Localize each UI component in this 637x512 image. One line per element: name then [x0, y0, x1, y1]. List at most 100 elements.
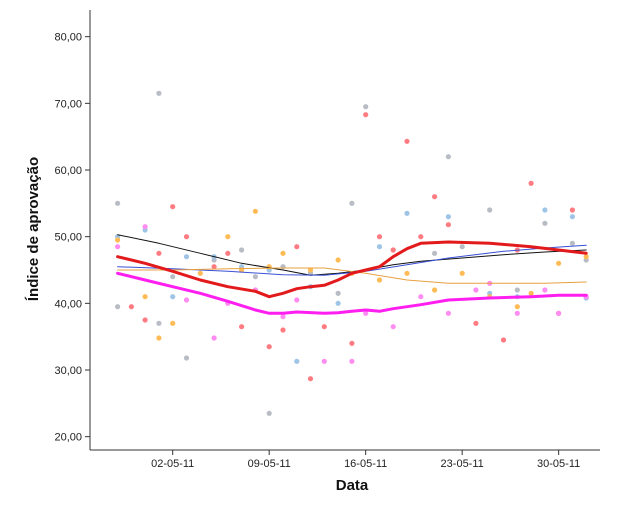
data-point — [390, 324, 396, 330]
data-point — [335, 300, 341, 306]
data-point — [404, 210, 410, 216]
data-point — [294, 297, 300, 303]
data-point — [142, 294, 148, 300]
data-point — [445, 154, 451, 160]
data-point — [170, 294, 176, 300]
data-point — [528, 180, 534, 186]
data-point — [115, 304, 121, 310]
y-tick-label: 60,00 — [54, 165, 82, 177]
x-axis-title: Data — [336, 477, 369, 494]
x-tick-label: 23-05-11 — [441, 458, 484, 470]
data-point — [170, 204, 176, 210]
x-tick-label: 16-05-11 — [344, 458, 387, 470]
data-point — [280, 250, 286, 256]
data-point — [445, 222, 451, 228]
data-point — [142, 317, 148, 323]
data-point — [569, 207, 576, 213]
y-tick-label: 50,00 — [54, 232, 82, 244]
data-point — [307, 376, 314, 382]
data-point — [294, 244, 300, 250]
data-point — [487, 207, 493, 213]
data-point — [445, 214, 451, 220]
data-point — [128, 304, 134, 310]
data-point — [170, 274, 176, 280]
y-tick-label: 30,00 — [54, 365, 82, 377]
y-tick-label: 40,00 — [54, 298, 82, 310]
data-point — [445, 310, 451, 316]
data-point — [542, 220, 548, 226]
data-point — [349, 340, 355, 346]
y-tick-label: 80,00 — [54, 32, 82, 44]
x-tick-label: 02-05-11 — [151, 458, 194, 470]
data-point — [142, 224, 148, 230]
data-point — [500, 337, 507, 343]
data-point — [266, 344, 272, 350]
data-point — [335, 290, 341, 296]
data-point — [183, 297, 190, 303]
data-point — [363, 112, 369, 118]
fit-line — [116, 240, 588, 299]
data-point — [183, 355, 190, 361]
data-point — [225, 234, 231, 240]
data-point — [459, 244, 465, 250]
data-point — [183, 254, 190, 260]
data-point — [556, 310, 562, 316]
data-point — [542, 207, 548, 213]
data-point — [280, 327, 286, 333]
data-point — [349, 358, 355, 364]
data-point — [376, 277, 383, 283]
fit-line — [117, 267, 587, 284]
data-point — [115, 237, 121, 243]
data-point — [514, 304, 520, 310]
data-point — [459, 270, 465, 276]
y-axis-title: Índice de aprovação — [25, 157, 42, 301]
data-point — [363, 104, 369, 110]
data-point — [321, 358, 327, 364]
data-point — [252, 208, 258, 214]
x-tick-label: 09-05-11 — [248, 458, 291, 470]
data-point — [514, 287, 520, 293]
data-point — [376, 244, 383, 250]
data-point — [376, 234, 383, 240]
data-point — [156, 250, 162, 256]
data-point — [514, 310, 520, 316]
data-point — [211, 335, 217, 341]
data-point — [473, 320, 479, 326]
data-point — [432, 194, 438, 200]
data-point — [404, 138, 410, 144]
data-point — [528, 290, 534, 296]
data-point — [349, 200, 355, 206]
data-point — [418, 294, 424, 300]
data-point — [115, 244, 121, 250]
data-point — [363, 310, 369, 316]
data-point — [197, 270, 203, 276]
y-tick-label: 70,00 — [54, 98, 82, 110]
data-point — [432, 250, 438, 256]
data-point — [252, 274, 258, 280]
data-point — [211, 264, 217, 270]
data-point — [418, 234, 424, 240]
data-point — [294, 358, 300, 364]
data-point — [156, 90, 162, 96]
data-point — [115, 200, 121, 206]
y-axis: 20,00 30,00 40,00 50,00 60,00 70,00 80,00 — [54, 10, 91, 450]
data-point — [307, 267, 314, 273]
data-point — [390, 247, 396, 253]
data-point — [569, 240, 576, 246]
data-point — [404, 270, 410, 276]
data-point — [335, 257, 341, 263]
data-point — [266, 410, 272, 416]
data-point — [583, 254, 589, 260]
data-point — [473, 287, 479, 293]
data-point — [556, 260, 562, 266]
data-point — [321, 324, 327, 330]
data-point — [183, 234, 190, 240]
data-point — [225, 250, 231, 256]
data-point — [156, 320, 162, 326]
y-tick-label: 20,00 — [54, 432, 82, 444]
x-axis: 02-05-11 09-05-11 16-05-11 23-05-11 30-05-11 — [90, 449, 600, 470]
x-tick-label: 30-05-11 — [537, 458, 580, 470]
data-point — [239, 324, 245, 330]
data-point — [280, 314, 286, 320]
